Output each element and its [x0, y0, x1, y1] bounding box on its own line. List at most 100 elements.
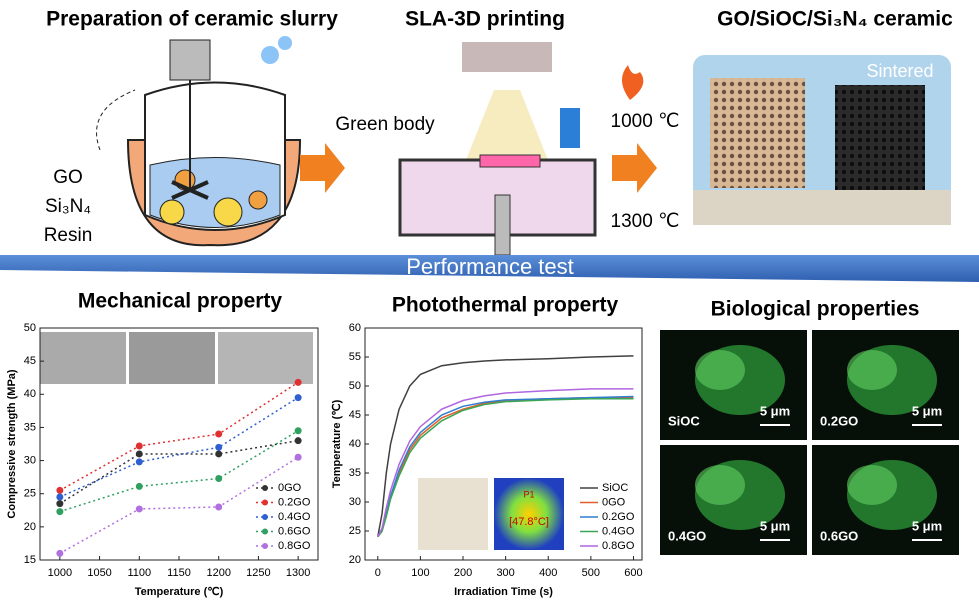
series-line [59, 456, 299, 555]
series-line [59, 439, 299, 505]
point [56, 508, 64, 516]
x-tick-label: 1000 [48, 567, 72, 579]
sample-label: 0.6GO [820, 528, 858, 543]
bubble [261, 46, 279, 64]
y-tick-label: 60 [349, 322, 361, 334]
point [56, 486, 64, 494]
y-tick-label: 20 [349, 554, 361, 566]
y-tick-label: 45 [349, 409, 361, 421]
scale-label: 5 μm [760, 518, 790, 533]
thermal-image [494, 478, 564, 550]
x-tick-label: 1150 [167, 567, 191, 579]
y-axis-label: Temperature (℃) [331, 399, 343, 488]
point [56, 493, 64, 501]
legend-label: 0.8GO [278, 540, 311, 552]
y-tick-label: 30 [24, 454, 36, 466]
scale-label: 5 μm [912, 518, 942, 533]
point [56, 500, 64, 508]
x-tick-label: 0 [375, 567, 381, 579]
y-tick-label: 50 [349, 380, 361, 392]
projector [462, 42, 552, 72]
point [135, 458, 143, 466]
ruler [693, 190, 951, 225]
banner [0, 255, 979, 282]
section-title: Biological properties [711, 298, 920, 321]
ingredient: Resin [44, 225, 93, 246]
y-tick-label: 25 [349, 525, 361, 537]
process-arrow [300, 143, 345, 193]
x-tick-label: 100 [411, 567, 429, 579]
section-title: GO/SiOC/Si₃N₄ ceramic [717, 8, 953, 31]
y-tick-label: 40 [349, 438, 361, 450]
x-tick-label: 1100 [127, 567, 151, 579]
legend-label: 0GO [278, 482, 302, 494]
legend-marker [262, 543, 268, 549]
x-tick-label: 600 [624, 567, 642, 579]
legend-marker [262, 514, 268, 520]
sample-photo [418, 478, 488, 550]
cell-stain [847, 350, 897, 390]
cell-stain [695, 465, 745, 505]
sample-label: 0.4GO [668, 528, 706, 543]
y-tick-label: 35 [24, 421, 36, 433]
x-tick-label: 1250 [246, 567, 270, 579]
test-photo [218, 332, 313, 384]
process-arrow [612, 143, 657, 193]
y-tick-label: 50 [24, 322, 36, 334]
banner-text: Performance test [406, 254, 574, 279]
point [294, 427, 302, 435]
motor [169, 39, 211, 81]
legend-label: 0.4GO [278, 511, 311, 523]
cube-sintered [835, 85, 925, 190]
legend-label: 0.4GO [602, 525, 635, 537]
tank [560, 108, 580, 148]
point [215, 474, 223, 482]
y-tick-label: 35 [349, 467, 361, 479]
y-tick-label: 45 [24, 355, 36, 367]
x-tick-label: 1050 [87, 567, 111, 579]
section-title: Preparation of ceramic slurry [46, 8, 338, 31]
series-line [377, 398, 634, 538]
scale-label: 5 μm [912, 403, 942, 418]
test-photo [129, 332, 215, 384]
legend-label: 0.2GO [278, 496, 311, 508]
point [294, 378, 302, 386]
y-tick-label: 20 [24, 521, 36, 533]
point [135, 450, 143, 458]
legend-label: 0.6GO [278, 525, 311, 537]
y-tick-label: 25 [24, 488, 36, 500]
light-beam [466, 90, 548, 160]
point [135, 442, 143, 450]
point [56, 549, 64, 557]
scale-label: 5 μm [760, 403, 790, 418]
x-tick-label: 200 [454, 567, 472, 579]
x-axis-label: Irradiation Time (s) [454, 586, 553, 598]
cube-green [710, 78, 805, 188]
point [215, 503, 223, 511]
point [215, 443, 223, 451]
series-line [377, 355, 634, 537]
thermal-point: P1 [523, 489, 534, 499]
series-line [377, 388, 634, 538]
point [135, 482, 143, 490]
cell-stain [695, 350, 745, 390]
temperature: 1300 ℃ [611, 211, 680, 232]
y-tick-label: 30 [349, 496, 361, 508]
section-title: SLA-3D printing [405, 8, 565, 31]
point [215, 450, 223, 458]
point [135, 505, 143, 513]
legend-label: 0.2GO [602, 511, 635, 523]
temperature: 1000 ℃ [611, 111, 680, 132]
ingredient: Si₃N₄ [45, 196, 91, 217]
x-axis-label: Temperature (℃) [135, 586, 224, 598]
bubble [278, 36, 292, 50]
sample-label: SiOC [668, 413, 700, 428]
series-line [59, 381, 299, 492]
thermal-reading: [47.8°C] [509, 516, 549, 528]
legend-marker [262, 499, 268, 506]
sample-label: 0.2GO [820, 413, 858, 428]
x-tick-label: 300 [496, 567, 514, 579]
green-body [479, 154, 541, 168]
x-tick-label: 1300 [286, 567, 310, 579]
